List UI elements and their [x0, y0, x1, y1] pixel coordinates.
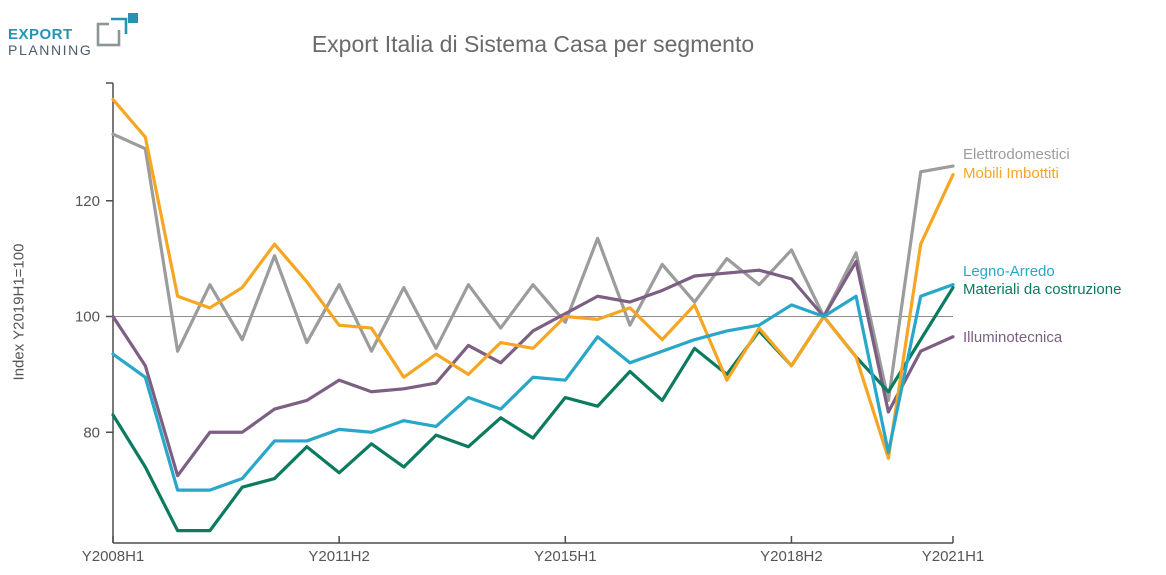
x-tick-label: Y2018H2: [760, 548, 823, 565]
x-tick-label: Y2011H2: [308, 548, 369, 565]
x-tick-label: Y2021H1: [922, 548, 985, 565]
y-tick-label: 80: [83, 424, 100, 441]
logo-text-planning: PLANNING: [8, 42, 93, 58]
series-line-materiali-da-costruzione: [111, 285, 955, 533]
logo-text-export: EXPORT: [8, 26, 73, 43]
series-line-illuminotecnica: [111, 259, 955, 478]
chart-title: Export Italia di Sistema Casa per segmen…: [311, 31, 755, 57]
exportplanning-logo: EXPORT PLANNING: [8, 12, 140, 57]
series-line-elettrodomestici: [111, 132, 955, 403]
y-tick-label: 100: [75, 309, 100, 326]
exportplanning-logo-icon: [97, 13, 139, 47]
logo-text: EXPORT PLANNING: [8, 27, 92, 57]
series-line-legno-arredo: [111, 283, 955, 492]
x-tick-label: Y2008H1: [82, 548, 145, 565]
x-tick-label: Y2015H1: [534, 548, 597, 565]
y-tick-label: 120: [75, 193, 100, 210]
series-line-mobili-imbottiti: [111, 97, 955, 460]
